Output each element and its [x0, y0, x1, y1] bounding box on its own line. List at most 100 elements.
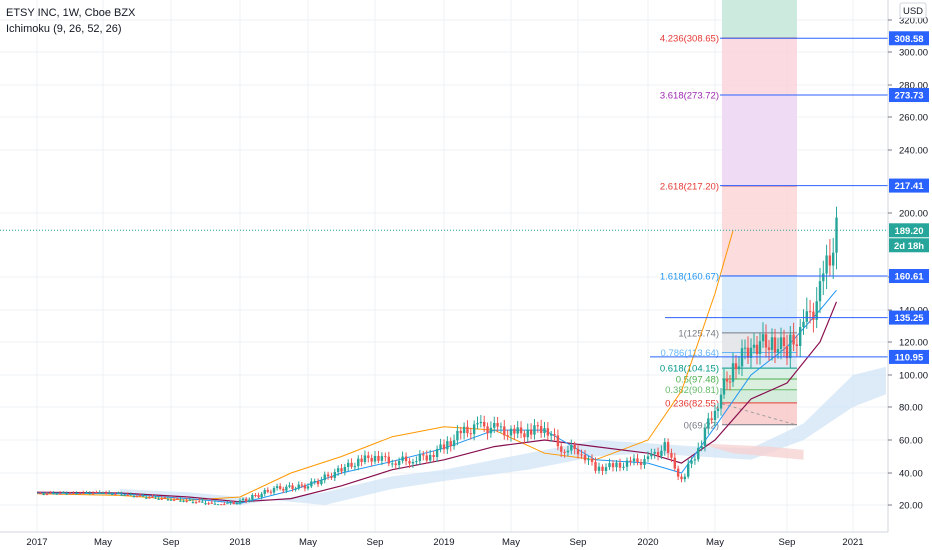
candle-body — [446, 441, 449, 450]
candle — [397, 457, 401, 470]
candle-body — [353, 466, 357, 468]
candle-body — [411, 461, 415, 464]
candle-body — [422, 454, 425, 456]
candle-body — [169, 499, 173, 501]
candle-body — [166, 499, 170, 501]
candle-body — [269, 491, 273, 493]
time-tick-label: May — [706, 537, 724, 548]
candle-body — [770, 337, 774, 350]
candle — [241, 497, 245, 503]
candle — [560, 443, 563, 458]
candle-body — [223, 504, 226, 506]
candle-body — [666, 442, 670, 453]
candle — [135, 494, 139, 498]
candle — [452, 434, 456, 450]
price-tick-label: 20.00 — [899, 501, 923, 512]
symbol-title[interactable]: ETSY INC, 1W, Cboe BZX — [6, 7, 136, 19]
candle — [663, 437, 666, 456]
candle-body — [737, 366, 741, 370]
candle-body — [387, 456, 390, 464]
price-label-box — [889, 31, 929, 46]
candle — [570, 439, 573, 455]
candle-body — [404, 456, 408, 462]
time-tick-label: Sep — [570, 537, 587, 548]
candle-body — [182, 500, 185, 502]
candle-body — [263, 490, 266, 494]
candle-body — [75, 493, 78, 495]
candle — [191, 498, 195, 504]
candle — [123, 494, 126, 497]
candle — [439, 438, 442, 453]
candle-body — [333, 472, 336, 478]
candle-body — [278, 486, 282, 489]
price-tick-label: 120.00 — [899, 338, 928, 349]
candle — [367, 451, 370, 463]
candle-body — [519, 427, 523, 434]
candle — [411, 458, 415, 468]
price-tick-label: 300.00 — [899, 48, 928, 59]
candle-body — [758, 341, 762, 355]
candle-body — [486, 426, 489, 434]
candle-body — [257, 495, 260, 498]
candles — [39, 206, 838, 506]
candle-body — [397, 460, 401, 466]
candle — [401, 451, 404, 464]
candle — [643, 455, 646, 469]
candle — [459, 427, 462, 440]
candle-body — [653, 451, 656, 454]
candle — [384, 452, 387, 462]
candle-body — [539, 426, 543, 434]
candle-body — [656, 451, 660, 457]
candle-body — [135, 496, 139, 498]
candle-body — [503, 426, 506, 436]
candle-body — [506, 435, 509, 437]
indicator-title[interactable]: Ichimoku (9, 26, 52, 26) — [6, 23, 122, 35]
time-tick-label: Sep — [163, 537, 180, 548]
candle — [506, 429, 509, 441]
candle-body — [429, 454, 432, 461]
fib-level-label: 2.618(217.20) — [660, 181, 719, 192]
candle — [782, 329, 786, 358]
candle-body — [148, 497, 151, 499]
candle — [713, 405, 717, 427]
candle-body — [636, 458, 639, 463]
candle-body — [713, 410, 717, 421]
price-tick-label: 280.00 — [899, 81, 928, 92]
candle-body — [291, 485, 294, 489]
candle — [680, 473, 683, 483]
kijun-sen-line — [36, 301, 838, 503]
candle-body — [323, 474, 326, 481]
candle-body — [663, 442, 666, 451]
candle-body — [219, 504, 223, 506]
fib-level-label: 0.382(90.81) — [665, 385, 719, 396]
candle-body — [570, 444, 573, 451]
candle-body — [683, 476, 687, 480]
candle — [78, 491, 82, 495]
candle-body — [646, 456, 650, 460]
candle — [55, 492, 58, 495]
candle-body — [799, 327, 802, 347]
candle — [95, 490, 98, 494]
candle — [466, 420, 469, 438]
time-tick-label: 2021 — [842, 537, 863, 548]
price-tick-label: 240.00 — [899, 146, 928, 157]
candle-body — [690, 460, 693, 464]
candle — [580, 449, 583, 459]
fib-zone — [722, 95, 797, 186]
candle — [805, 297, 808, 329]
candle — [546, 422, 550, 441]
candle-body — [373, 455, 377, 462]
candle — [176, 497, 179, 501]
candle-body — [509, 428, 513, 436]
candle-body — [316, 481, 320, 485]
candle-body — [680, 476, 683, 480]
price-label-box — [889, 178, 929, 193]
candle-body — [179, 500, 182, 502]
candle-body — [229, 502, 232, 504]
candle — [835, 206, 838, 270]
candle-body — [700, 446, 703, 449]
candle-body — [114, 494, 117, 496]
candle-body — [523, 433, 526, 438]
candle-body — [752, 344, 756, 348]
